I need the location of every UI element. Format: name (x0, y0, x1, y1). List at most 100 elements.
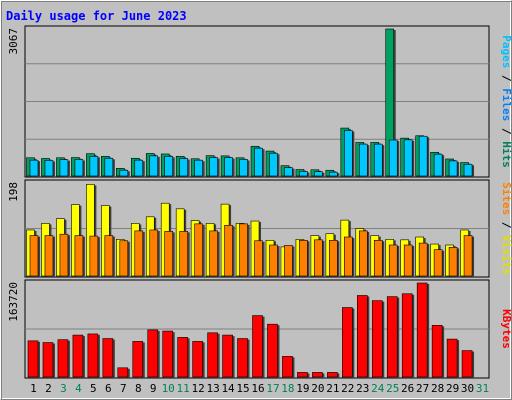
bar-files (433, 153, 443, 177)
bar-kbytes (132, 341, 144, 378)
x-tick-label: 20 (311, 382, 324, 395)
bar-sites (284, 245, 293, 277)
x-tick-label: 30 (461, 382, 474, 395)
x-axis-tick-labels: 1 2 3 4 5 6 7 8 9 10 11 12 13 14 15 16 17 18 19 20 21 22 23 24 2… (30, 382, 489, 395)
x-tick-label: 2 (45, 382, 52, 395)
x-tick-label: 19 (296, 382, 309, 395)
bar-files (403, 139, 413, 177)
x-tick-label: 18 (281, 382, 294, 395)
bar-files (284, 167, 293, 177)
bar-sites (314, 239, 323, 277)
x-tick-label: 7 (120, 382, 127, 395)
bar-sites (299, 240, 308, 277)
bar-sites (239, 223, 248, 277)
bar-sites (224, 224, 233, 277)
panel-legend: KBytes (500, 309, 512, 349)
bar-sites (119, 240, 129, 277)
x-tick-label: 3 (60, 382, 67, 395)
bar-sites (329, 240, 338, 277)
legend-pages: Pages (500, 35, 512, 68)
panel-max-label: 198 (7, 182, 20, 202)
bar-files (329, 171, 338, 177)
bar-kbytes (57, 339, 69, 378)
bar-sites (44, 235, 54, 277)
x-tick-label: 29 (446, 382, 459, 395)
panel-kbytes: 163720 KBytes (7, 279, 512, 379)
bar-files (269, 152, 278, 177)
bar-files (134, 159, 144, 177)
panel-max-label: 163720 (7, 282, 20, 322)
bar-files (239, 159, 248, 177)
panel-visits-sites: 198 Sites / Visits (7, 179, 512, 278)
bar-sites (254, 240, 263, 277)
chart-title: Daily usage for June 2023 (6, 9, 187, 23)
bar-files (373, 143, 383, 177)
bar-kbytes (162, 330, 174, 378)
x-tick-label: 21 (326, 382, 339, 395)
bar-kbytes (342, 307, 353, 378)
bar-kbytes (102, 338, 114, 378)
bar-kbytes (42, 342, 54, 378)
bar-files (74, 159, 84, 177)
x-tick-label: 6 (105, 382, 112, 395)
bar-kbytes (416, 282, 428, 378)
bar-sites (164, 231, 174, 277)
bar-files (149, 155, 159, 177)
x-tick-label: 22 (341, 382, 354, 395)
bar-kbytes (446, 338, 458, 378)
bar-kbytes (117, 367, 129, 378)
x-tick-label: 10 (162, 382, 175, 395)
bar-kbytes (72, 334, 84, 378)
bar-files (164, 156, 174, 177)
chart-panels: 3067 Pages / Files / Hits 198 Sites / Visit… (7, 25, 512, 379)
bar-sites (403, 244, 413, 277)
x-tick-label: 17 (266, 382, 279, 395)
legend-files: Files (500, 88, 512, 121)
bar-sites (269, 244, 278, 277)
bar-files (179, 158, 188, 177)
bar-sites (209, 230, 218, 277)
bar-files (299, 171, 308, 177)
bar-files (224, 157, 233, 177)
bar-files (104, 157, 114, 177)
bar-sites (418, 242, 428, 277)
panel-legend: Pages / Files / Hits (500, 35, 512, 168)
bar-sites (149, 229, 159, 277)
bar-files (314, 171, 323, 177)
bar-sites (104, 235, 114, 277)
bar-kbytes (147, 329, 159, 378)
bar-sites (463, 235, 473, 277)
x-tick-label: 25 (386, 382, 399, 395)
x-tick-label: 11 (177, 382, 190, 395)
x-tick-label: 13 (206, 382, 219, 395)
legend-kbytes: KBytes (500, 309, 512, 349)
bar-kbytes (312, 372, 323, 378)
bar-files (254, 147, 263, 177)
bar-files (418, 135, 428, 177)
bar-sites (29, 235, 39, 277)
x-tick-label: 27 (416, 382, 429, 395)
x-tick-label: 15 (236, 382, 249, 395)
x-tick-label: 8 (135, 382, 142, 395)
bar-sites (358, 230, 368, 277)
bar-files (463, 163, 473, 177)
bar-sites (89, 235, 99, 277)
bar-kbytes (192, 341, 203, 378)
x-tick-label: 23 (356, 382, 369, 395)
bar-sites (134, 230, 144, 277)
bar-files (194, 159, 203, 177)
bar-files (209, 157, 218, 177)
x-tick-label: 28 (431, 382, 444, 395)
bar-files (89, 156, 99, 177)
x-tick-label: 9 (150, 382, 157, 395)
bar-sites (74, 235, 84, 277)
x-tick-label: 1 (30, 382, 37, 395)
bar-sites (194, 223, 203, 277)
bar-kbytes (177, 337, 188, 378)
bar-kbytes (327, 372, 338, 378)
bar-kbytes (386, 296, 398, 378)
legend-separator: / (500, 215, 512, 235)
panel-legend: Sites / Visits (500, 182, 512, 275)
bar-sites (388, 244, 398, 277)
